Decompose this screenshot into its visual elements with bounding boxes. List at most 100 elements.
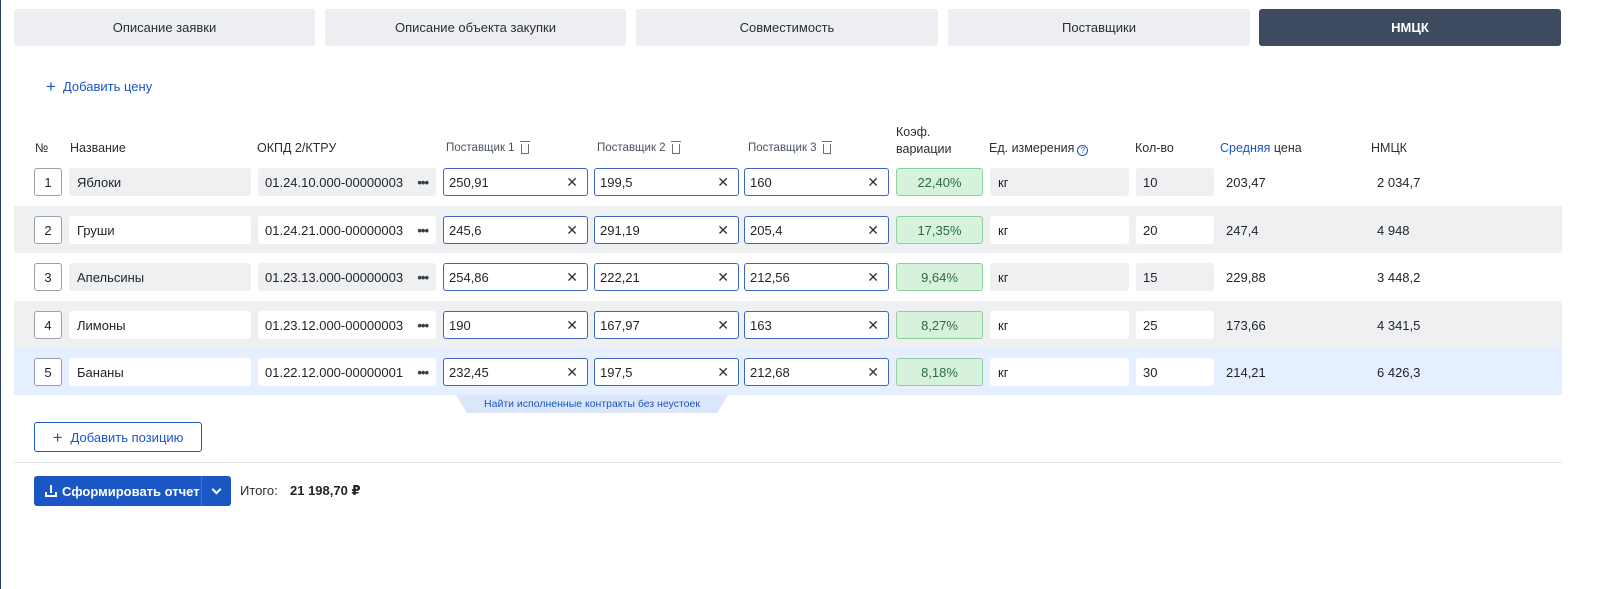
avg-price-value: 247,4 xyxy=(1226,222,1259,238)
qty-value: 10 xyxy=(1143,174,1158,190)
avg-price-value: 173,66 xyxy=(1226,317,1266,333)
clear-icon[interactable]: ✕ xyxy=(867,363,879,380)
clear-icon[interactable]: ✕ xyxy=(867,173,879,190)
header-okpd: ОКПД 2/КТРУ xyxy=(257,141,337,155)
more-icon[interactable]: ••• xyxy=(417,269,429,285)
supplier-2-price-input[interactable]: 199,5 ✕ xyxy=(594,168,739,196)
clear-icon[interactable]: ✕ xyxy=(566,316,578,333)
find-contracts-link[interactable]: Найти исполненные контракты без неустоек xyxy=(456,395,728,413)
clear-icon[interactable]: ✕ xyxy=(717,173,729,190)
supplier-2-price-input[interactable]: 167,97 ✕ xyxy=(594,311,739,339)
clear-icon[interactable]: ✕ xyxy=(717,363,729,380)
row-number[interactable]: 5 xyxy=(34,358,62,386)
price-value: 190 xyxy=(449,317,471,333)
unit-value: кг xyxy=(998,269,1009,285)
more-icon[interactable]: ••• xyxy=(417,317,429,333)
name-field[interactable]: Груши xyxy=(69,216,251,244)
avg-price-value: 214,21 xyxy=(1226,364,1266,380)
okpd-field[interactable]: 01.24.10.000-00000003 ••• xyxy=(258,168,436,196)
clear-icon[interactable]: ✕ xyxy=(566,173,578,190)
unit-field[interactable]: кг xyxy=(990,216,1129,244)
clear-icon[interactable]: ✕ xyxy=(717,316,729,333)
unit-value: кг xyxy=(998,174,1009,190)
qty-field[interactable]: 25 xyxy=(1136,311,1214,339)
price-value: 163 xyxy=(750,317,772,333)
supplier-1-price-input[interactable]: 250,91 ✕ xyxy=(443,168,588,196)
okpd-field[interactable]: 01.23.13.000-00000003 ••• xyxy=(258,263,436,291)
clear-icon[interactable]: ✕ xyxy=(566,268,578,285)
trash-icon[interactable] xyxy=(821,141,832,154)
unit-field[interactable]: кг xyxy=(990,263,1129,291)
okpd-field[interactable]: 01.23.12.000-00000003 ••• xyxy=(258,311,436,339)
price-value: 205,4 xyxy=(750,222,783,238)
supplier-1-price-input[interactable]: 232,45 ✕ xyxy=(443,358,588,386)
header-qty: Кол-во xyxy=(1135,141,1174,155)
tab-nmck[interactable]: НМЦК xyxy=(1259,9,1561,46)
clear-icon[interactable]: ✕ xyxy=(566,221,578,238)
clear-icon[interactable]: ✕ xyxy=(867,316,879,333)
avg-price-link[interactable]: Средняя xyxy=(1220,141,1271,155)
header-supplier-3-label: Поставщик 3 xyxy=(748,142,817,154)
supplier-2-price-input[interactable]: 222,21 ✕ xyxy=(594,263,739,291)
name-field[interactable]: Яблоки xyxy=(69,168,251,196)
unit-field[interactable]: кг xyxy=(990,168,1129,196)
chevron-down-icon[interactable] xyxy=(201,476,231,506)
trash-icon[interactable] xyxy=(519,141,530,154)
header-coef: Коэф. вариации xyxy=(896,124,951,158)
supplier-1-price-input[interactable]: 245,6 ✕ xyxy=(443,216,588,244)
more-icon[interactable]: ••• xyxy=(417,364,429,380)
price-value: 250,91 xyxy=(449,174,489,190)
clear-icon[interactable]: ✕ xyxy=(867,268,879,285)
price-value: 212,56 xyxy=(750,269,790,285)
tab-request-description[interactable]: Описание заявки xyxy=(14,9,315,46)
clear-icon[interactable]: ✕ xyxy=(717,268,729,285)
row-number[interactable]: 1 xyxy=(34,168,62,196)
qty-field[interactable]: 20 xyxy=(1136,216,1214,244)
row-number[interactable]: 4 xyxy=(34,311,62,339)
unit-value: кг xyxy=(998,364,1009,380)
clear-icon[interactable]: ✕ xyxy=(566,363,578,380)
qty-field[interactable]: 15 xyxy=(1136,263,1214,291)
tab-compatibility[interactable]: Совместимость xyxy=(636,9,938,46)
tab-suppliers[interactable]: Поставщики xyxy=(948,9,1250,46)
supplier-3-price-input[interactable]: 205,4 ✕ xyxy=(744,216,889,244)
name-field[interactable]: Лимоны xyxy=(69,311,251,339)
row-number[interactable]: 3 xyxy=(34,263,62,291)
header-avg-price-rest: цена xyxy=(1273,141,1302,155)
supplier-3-price-input[interactable]: 160 ✕ xyxy=(744,168,889,196)
more-icon[interactable]: ••• xyxy=(417,174,429,190)
supplier-3-price-input[interactable]: 212,56 ✕ xyxy=(744,263,889,291)
generate-report-button[interactable]: Сформировать отчет xyxy=(34,476,231,506)
trash-icon[interactable] xyxy=(670,141,681,154)
tab-procurement-object[interactable]: Описание объекта закупки xyxy=(325,9,626,46)
price-value: 245,6 xyxy=(449,222,482,238)
coef-variation-badge: 17,35% xyxy=(896,216,983,244)
unit-field[interactable]: кг xyxy=(990,358,1129,386)
nmck-value: 2 034,7 xyxy=(1377,174,1421,190)
supplier-1-price-input[interactable]: 254,86 ✕ xyxy=(443,263,588,291)
okpd-field[interactable]: 01.24.21.000-00000003 ••• xyxy=(258,216,436,244)
okpd-field[interactable]: 01.22.12.000-00000001 ••• xyxy=(258,358,436,386)
row-number[interactable]: 2 xyxy=(34,216,62,244)
unit-field[interactable]: кг xyxy=(990,311,1129,339)
more-icon[interactable]: ••• xyxy=(417,222,429,238)
name-field[interactable]: Бананы xyxy=(69,358,251,386)
name-value: Апельсины xyxy=(77,269,145,285)
name-field[interactable]: Апельсины xyxy=(69,263,251,291)
supplier-3-price-input[interactable]: 163 ✕ xyxy=(744,311,889,339)
price-value: 291,19 xyxy=(600,222,640,238)
qty-field[interactable]: 30 xyxy=(1136,358,1214,386)
okpd-value: 01.24.10.000-00000003 xyxy=(265,174,404,190)
add-position-button[interactable]: + Добавить позицию xyxy=(34,422,202,452)
supplier-2-price-input[interactable]: 291,19 ✕ xyxy=(594,216,739,244)
supplier-2-price-input[interactable]: 197,5 ✕ xyxy=(594,358,739,386)
header-avg-price: Средняя цена xyxy=(1220,141,1302,155)
clear-icon[interactable]: ✕ xyxy=(717,221,729,238)
unit-value: кг xyxy=(998,317,1009,333)
qty-field[interactable]: 10 xyxy=(1136,168,1214,196)
help-icon[interactable]: ? xyxy=(1077,145,1089,156)
supplier-3-price-input[interactable]: 212,68 ✕ xyxy=(744,358,889,386)
clear-icon[interactable]: ✕ xyxy=(867,221,879,238)
add-price-link[interactable]: + Добавить цену xyxy=(46,77,152,95)
supplier-1-price-input[interactable]: 190 ✕ xyxy=(443,311,588,339)
